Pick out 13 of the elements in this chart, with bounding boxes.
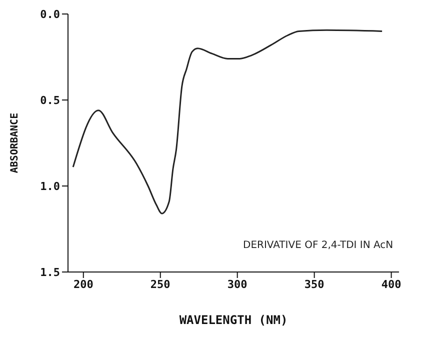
x-tick-label: 350 (304, 278, 324, 291)
x-tick-label: 400 (381, 278, 402, 291)
line-series (72, 29, 383, 214)
y-tick-label: 0.5 (40, 94, 60, 107)
x-axis-title: WAVELENGTH (NM) (179, 313, 288, 327)
y-tick-label: 1.0 (40, 180, 60, 193)
y-axis-title: ABSORBANCE (10, 112, 21, 174)
x-tick-label: 300 (227, 278, 248, 291)
x-tick-label: 250 (150, 278, 170, 291)
x-tick-label: 200 (73, 278, 94, 291)
annotation: DERIVATIVE OF 2,4-TDI IN AcN (243, 240, 394, 251)
y-tick-label: 0.0 (40, 8, 60, 21)
y-tick-label: 1.5 (40, 266, 60, 279)
